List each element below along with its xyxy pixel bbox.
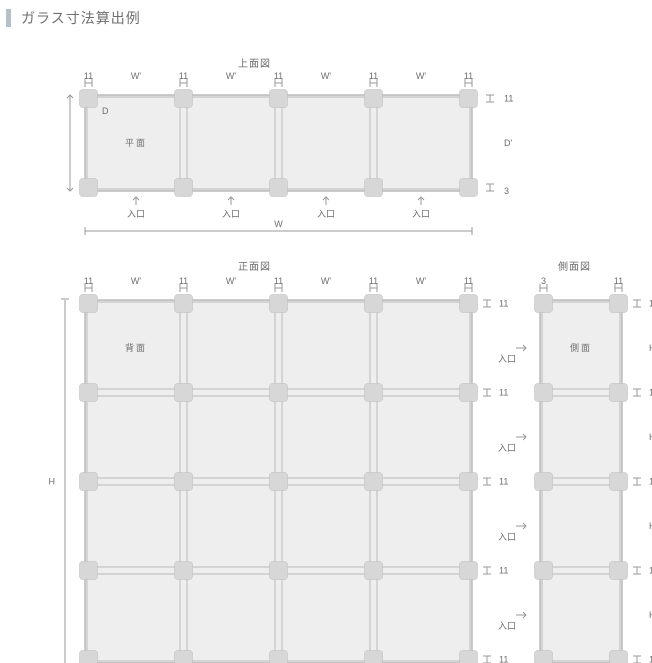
dim-label: 入口 xyxy=(498,621,516,631)
dim-label: 11 xyxy=(84,71,93,81)
dim-label: 入口 xyxy=(498,532,516,542)
dim-label: 入口 xyxy=(498,443,516,453)
panel-label: 背面 xyxy=(125,342,147,353)
dim-label: W' xyxy=(131,276,141,286)
dim-label: 入口 xyxy=(498,354,516,364)
dim-label: 11 xyxy=(464,276,473,286)
panel-label: 平面 xyxy=(125,138,147,148)
dim-label: 11 xyxy=(274,276,283,286)
dim-label: 入口 xyxy=(317,209,335,219)
dim-label: D' xyxy=(504,138,512,148)
panel-label: 側面 xyxy=(570,342,592,353)
dim-label: 11 xyxy=(504,94,513,104)
dim-label: 11 xyxy=(179,276,188,286)
dim-label: 11 xyxy=(499,655,508,663)
dim-label: 11 xyxy=(84,276,93,286)
dim-label: H xyxy=(49,477,56,487)
dim-label: 11 xyxy=(179,71,188,81)
dim-label: 11 xyxy=(499,388,508,398)
dim-label: W' xyxy=(416,71,426,81)
dim-label: 11 xyxy=(369,71,378,81)
dim-label: 入口 xyxy=(127,209,145,219)
diagram-canvas: 平面11W'11W'11W'11W'11D11D'3入口入口入口入口W背面11W… xyxy=(0,0,652,663)
dim-label: 11 xyxy=(499,566,508,576)
dim-label: 入口 xyxy=(222,209,240,219)
dim-label: 3 xyxy=(504,186,509,196)
dim-label: W' xyxy=(226,276,236,286)
dim-label: 11 xyxy=(614,276,623,286)
dim-label: W' xyxy=(321,71,331,81)
dim-label: D xyxy=(102,106,109,116)
dim-label: W' xyxy=(321,276,331,286)
dim-label: W' xyxy=(416,276,426,286)
dim-label: W' xyxy=(131,71,141,81)
dim-label: 入口 xyxy=(412,209,430,219)
dim-label: 11 xyxy=(369,276,378,286)
dim-label: 11 xyxy=(464,71,473,81)
dim-label: 11 xyxy=(499,477,508,487)
dim-label: W xyxy=(274,219,283,229)
dim-label: 11 xyxy=(274,71,283,81)
dim-label: 3 xyxy=(541,276,546,286)
dim-label: W' xyxy=(226,71,236,81)
dim-label: 11 xyxy=(499,299,508,309)
